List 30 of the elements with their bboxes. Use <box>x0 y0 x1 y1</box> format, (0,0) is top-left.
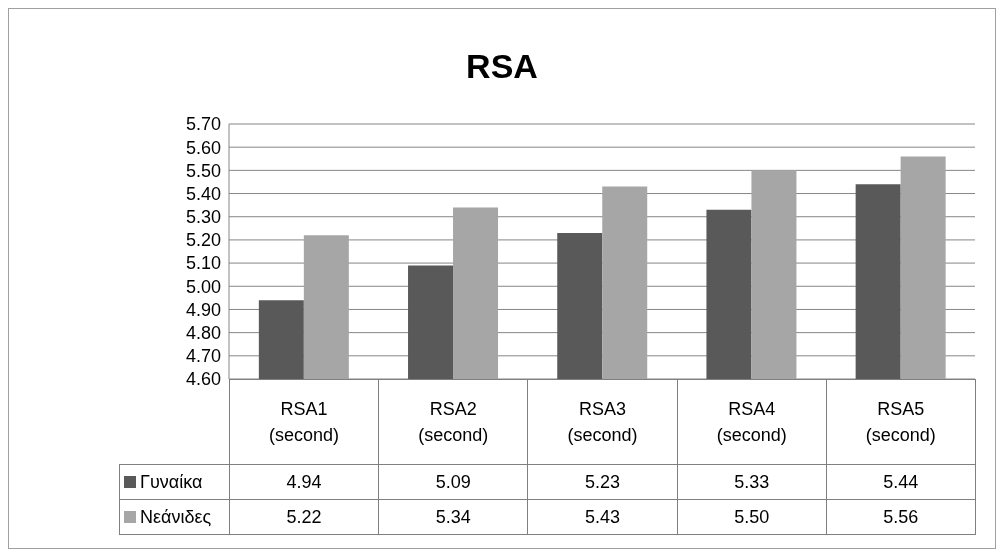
data-label: 5.09 <box>378 464 528 500</box>
data-label: 5.56 <box>826 499 976 535</box>
y-tick-label: 4.60 <box>185 369 221 390</box>
x-tick-label: RSA2 (second) <box>417 398 490 447</box>
chart-title: RSA <box>465 47 539 86</box>
y-tick-label: 4.80 <box>185 323 221 344</box>
data-label: 5.34 <box>378 499 528 535</box>
y-tick-label: 5.30 <box>185 207 221 228</box>
y-tick-label: 5.10 <box>185 253 221 274</box>
y-tick-label: 5.60 <box>185 137 221 158</box>
x-tick-label: RSA1 (second) <box>268 398 341 447</box>
y-tick-label: 5.40 <box>185 183 221 204</box>
y-tick-label: 5.50 <box>185 160 221 181</box>
data-label: 5.50 <box>677 499 827 535</box>
x-tick-label: RSA3 (second) <box>566 398 639 447</box>
data-label: 5.23 <box>527 464 678 500</box>
data-label: 5.22 <box>229 499 379 535</box>
y-tick-label: 5.20 <box>185 230 221 251</box>
y-tick-label: 4.70 <box>185 346 221 367</box>
data-label: 5.43 <box>527 499 678 535</box>
data-label: 5.44 <box>826 464 976 500</box>
x-tick-label: RSA5 (second) <box>864 398 937 447</box>
y-tick-label: 5.70 <box>185 114 221 135</box>
y-tick-label: 4.90 <box>185 299 221 320</box>
data-label: 4.94 <box>229 464 379 500</box>
legend-label: Γυναίκα <box>119 464 230 500</box>
x-tick-label: RSA4 (second) <box>715 398 788 447</box>
data-label: 5.33 <box>677 464 827 500</box>
legend-label: Νεάνιδες <box>119 499 230 535</box>
y-tick-label: 5.00 <box>185 276 221 297</box>
